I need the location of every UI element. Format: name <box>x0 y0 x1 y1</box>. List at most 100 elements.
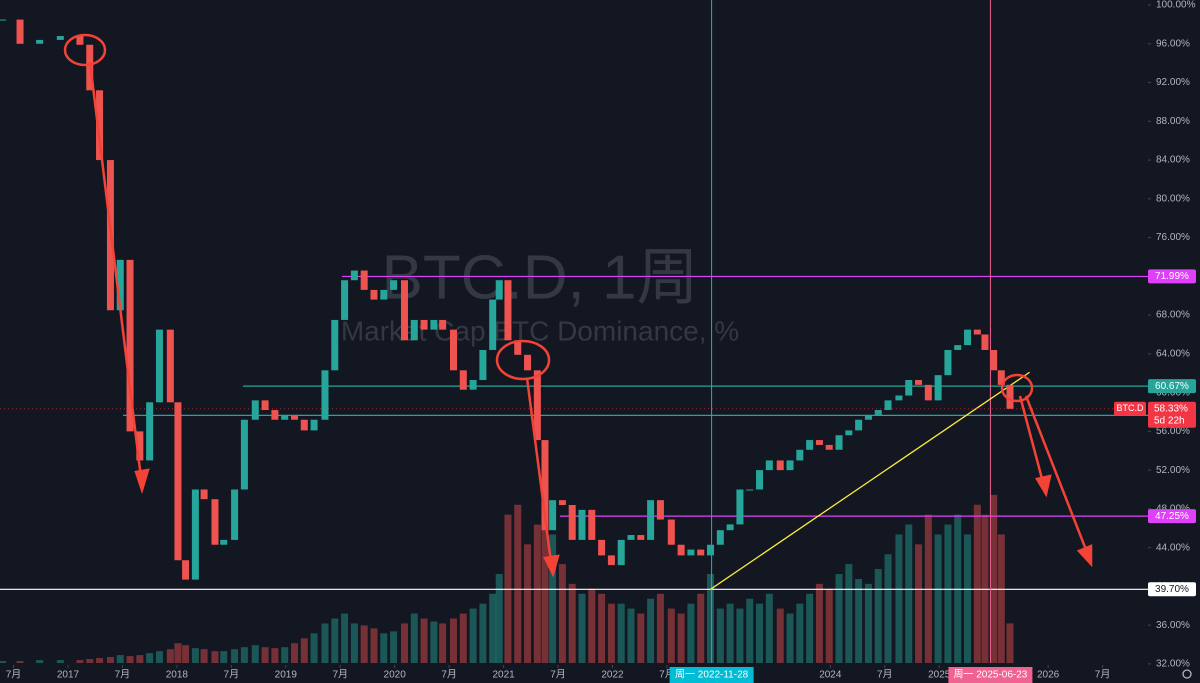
volume-bar <box>495 574 503 663</box>
y-tick-label: 32.00% <box>1156 659 1190 670</box>
volume-bar <box>489 593 497 663</box>
y-tick-label: 80.00% <box>1156 193 1190 204</box>
y-tick-label: 56.00% <box>1156 426 1190 437</box>
volume-bar <box>973 504 981 663</box>
candle <box>549 500 557 531</box>
x-tick-label: 7月 <box>6 669 22 681</box>
candle <box>449 329 457 371</box>
candle <box>360 270 368 290</box>
y-tick-label: 84.00% <box>1156 155 1190 166</box>
volume-bar <box>786 613 794 663</box>
candle <box>16 19 24 44</box>
volume-bar <box>261 647 269 663</box>
candle <box>884 400 892 411</box>
candle <box>845 430 853 436</box>
candle <box>116 259 124 311</box>
volume-bar <box>845 564 853 663</box>
candle <box>380 289 388 300</box>
volume-bar <box>390 631 398 663</box>
candle <box>973 329 981 335</box>
candle <box>825 444 833 450</box>
annotation-circle <box>63 33 107 67</box>
volume-bar <box>174 643 182 663</box>
candle <box>954 345 962 350</box>
candle <box>997 370 1005 385</box>
volume-bar <box>707 574 715 663</box>
x-tick-label: 7月 <box>332 669 348 681</box>
level-tag <box>1148 269 1196 284</box>
candle <box>350 270 358 281</box>
watermark: BTC.D, 1周 Market Cap BTC Dominance, % <box>341 243 739 346</box>
volume-bar <box>637 613 645 663</box>
candle <box>439 319 447 330</box>
candle <box>400 280 408 341</box>
candle <box>36 39 44 44</box>
candle <box>56 36 64 40</box>
y-tick-label: 36.00% <box>1156 620 1190 631</box>
x-tick-label: 2026 <box>1037 670 1060 681</box>
volume-bar <box>796 603 804 663</box>
price-axis <box>1148 0 1200 683</box>
candle <box>924 384 932 401</box>
volume-bar <box>656 593 664 663</box>
volume-bar <box>0 661 7 663</box>
volume-bar <box>370 628 378 663</box>
candle <box>864 414 872 420</box>
candle <box>765 460 773 471</box>
candle <box>607 555 615 566</box>
volume-bar <box>321 623 329 663</box>
y-tick-label: 68.00% <box>1156 310 1190 321</box>
candle <box>166 329 174 403</box>
volume-bar <box>884 554 892 663</box>
x-tick-label: 7月 <box>1095 669 1111 681</box>
level-label: 71.99% <box>1155 271 1189 282</box>
candle <box>251 400 259 420</box>
volume-bar <box>874 569 882 663</box>
volume-bar <box>578 593 586 663</box>
volume-bar <box>514 504 522 663</box>
volume-bar <box>855 578 863 663</box>
candle <box>786 460 794 471</box>
candle <box>905 380 913 396</box>
x-tick-label: 2024 <box>819 670 842 681</box>
volume-bar <box>806 593 814 663</box>
annotation-arrow <box>1024 395 1092 561</box>
volume-bar <box>300 638 308 663</box>
y-tick-label: 48.00% <box>1156 504 1190 515</box>
annotation-arrow <box>525 377 554 571</box>
volume-bar <box>251 645 259 663</box>
x-tick-label: 2025 <box>928 670 951 681</box>
candle <box>211 499 219 545</box>
settings-icon[interactable] <box>1182 669 1192 679</box>
candle <box>200 489 208 500</box>
volume-bar <box>825 588 833 663</box>
candle <box>855 419 863 431</box>
volume-bar <box>420 618 428 663</box>
y-tick-label: 96.00% <box>1156 38 1190 49</box>
volume-bar <box>746 598 754 663</box>
symbol-tag <box>1114 401 1146 416</box>
candle <box>627 535 635 540</box>
volume-bar <box>835 574 843 663</box>
candle <box>874 410 882 415</box>
volume-bar <box>756 603 764 663</box>
volume-bar <box>310 633 318 663</box>
volume-bar <box>182 645 190 663</box>
candle <box>271 410 279 420</box>
volume-bar <box>895 534 903 663</box>
candle <box>915 380 923 385</box>
volume-bar <box>1006 623 1014 663</box>
volume-bar <box>86 659 94 663</box>
volume-bar <box>271 648 279 663</box>
volume-bar <box>290 643 298 663</box>
volume-bar <box>155 651 163 663</box>
volume-bar <box>568 583 576 663</box>
volume-bar <box>549 534 557 663</box>
candle <box>174 402 182 561</box>
volume-bar <box>776 608 784 663</box>
candle <box>707 544 715 556</box>
candle <box>1006 384 1014 409</box>
arrow-head <box>543 554 560 578</box>
volume-bar <box>146 653 154 663</box>
